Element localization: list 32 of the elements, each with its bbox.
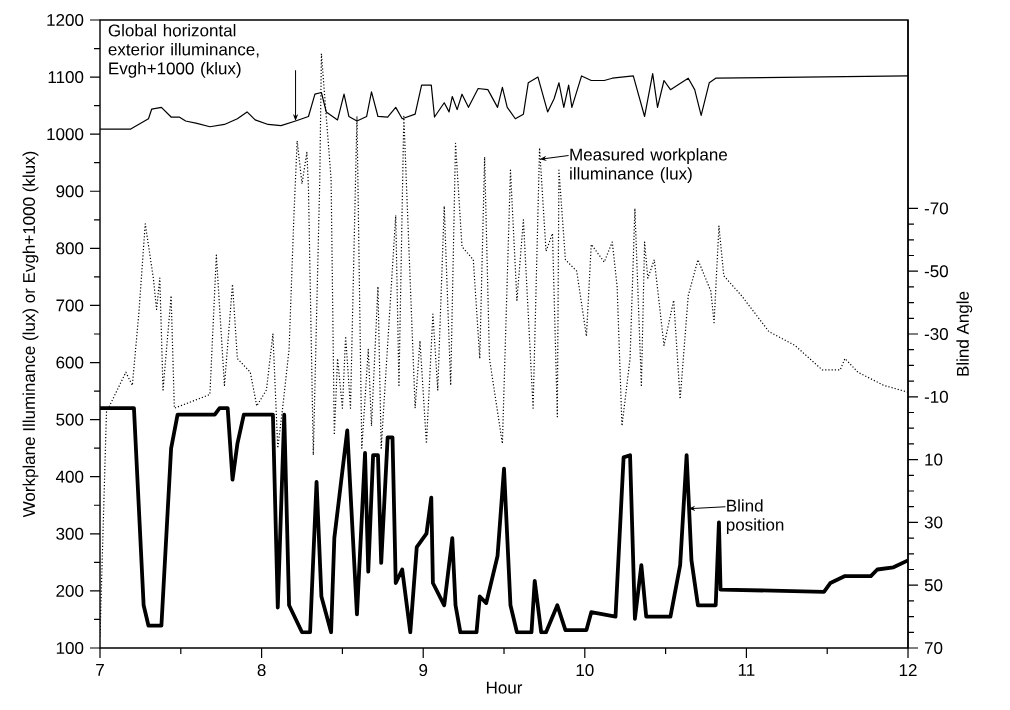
x-tick-label: 11 [738, 664, 755, 676]
y-tick-label: 900 [56, 185, 84, 198]
annotation: Measured workplane illuminance (lux) [570, 148, 727, 183]
y2-tick-label: 10 [925, 453, 943, 466]
annotation: Blind position [726, 499, 784, 535]
x-tick-label: 8 [257, 664, 266, 677]
y2-tick-label: -10 [924, 390, 948, 403]
y-tick-label: 100 [56, 641, 84, 654]
y-tick-label: 300 [56, 527, 84, 540]
y2-tick-label: -50 [924, 265, 948, 278]
x-tick-label: 9 [419, 664, 428, 677]
y-tick-label: 400 [55, 470, 84, 483]
x-axis-title: Hour [486, 681, 523, 694]
y-tick-label: 700 [56, 299, 84, 312]
y-tick-label: 200 [56, 584, 84, 597]
y-axis-title: Workplane Illuminance (lux) or Evgh+1000 (klux) [22, 151, 39, 518]
x-tick-label: 10 [576, 664, 594, 677]
annotation: Global horizontal exterior illuminance, Evgh+1000 (klux) [108, 23, 259, 78]
y-tick-label: 600 [56, 356, 84, 369]
y2-tick-label: -70 [924, 202, 948, 215]
y2-tick-label: 50 [924, 579, 943, 592]
y-tick-label: 1200 [47, 13, 84, 26]
x-tick-label: 12 [899, 664, 917, 676]
y2-tick-label: 30 [924, 516, 943, 529]
y-tick-label: 1000 [47, 128, 84, 141]
y2-tick-label: -30 [924, 327, 948, 340]
x-tick-label: 7 [96, 664, 104, 676]
y2-axis-title: Blind Angle [956, 291, 973, 376]
y2-tick-label: 70 [924, 641, 943, 654]
y-tick-label: 1100 [48, 71, 84, 84]
y-tick-label: 500 [56, 413, 84, 426]
y-tick-label: 800 [56, 242, 84, 255]
